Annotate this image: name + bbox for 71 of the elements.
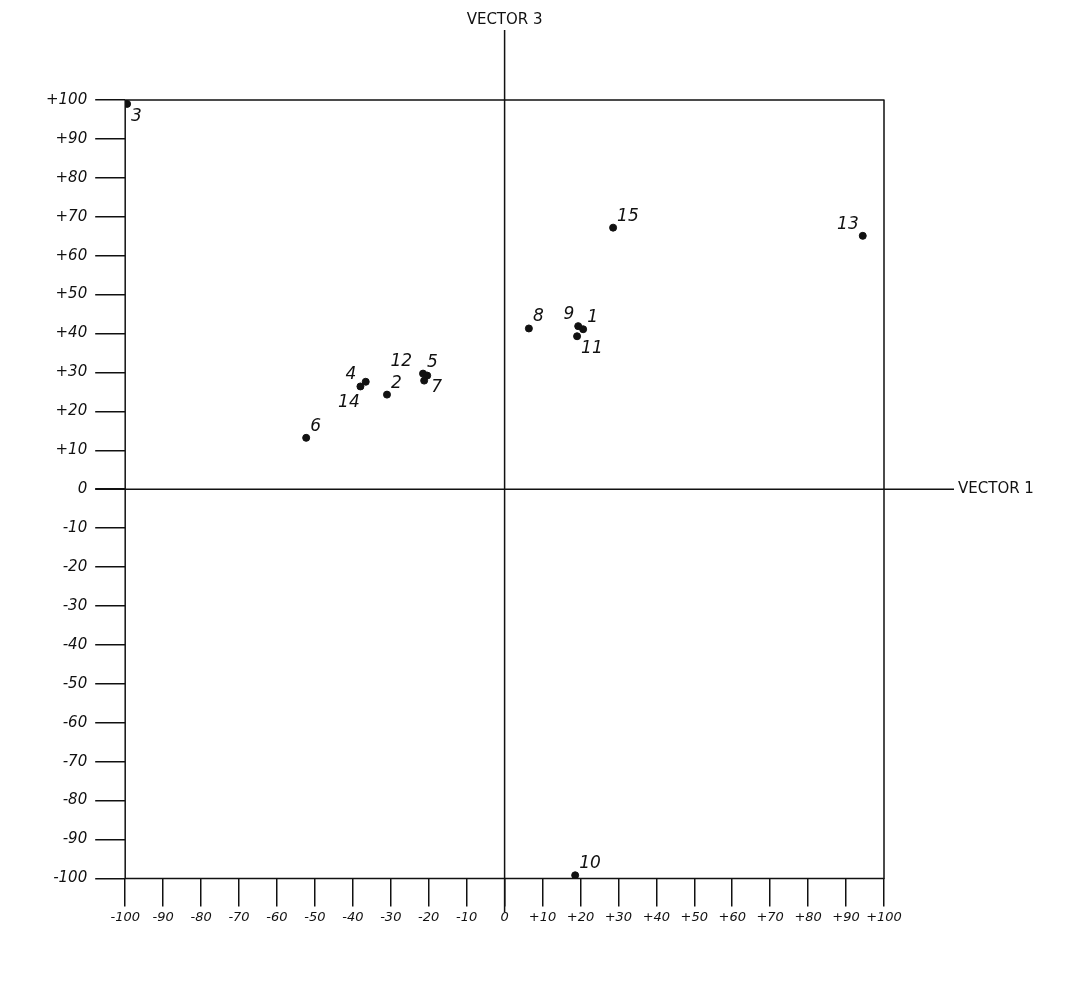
x-tick-label: +10 [528,908,557,924]
point [579,325,588,334]
point [573,332,582,341]
point [571,871,580,879]
x-tick-label: -70 [228,908,250,924]
x-tick-label: +20 [566,908,595,924]
x-tick-label: -60 [266,908,288,924]
y-tick-label: -30 [62,595,88,614]
point [382,390,391,399]
y-tick-label: +30 [55,362,88,381]
ref-line-label: VECTOR 3 [466,10,543,29]
y-tick-label: +10 [55,440,88,459]
y-tick-label: -90 [62,829,88,848]
y-tick-label: -60 [62,712,88,731]
point [361,377,370,386]
y-tick-label: -40 [62,634,88,653]
x-tick-label: +30 [604,908,633,924]
x-tick-label: -30 [380,908,402,924]
y-tick-label: +60 [55,245,88,264]
ref-line-label: VECTOR 1 [958,479,1034,498]
y-tick-label: 0 [77,479,88,498]
annotation: 7 [431,376,443,397]
x-tick-label: -50 [304,908,326,924]
point [420,376,429,385]
point [356,382,365,391]
y-tick-label: -100 [53,868,88,887]
annotation: 15 [617,204,639,225]
y-tick-label: +90 [55,128,88,147]
x-tick-label: -90 [152,908,174,924]
annotation: 5 [427,350,438,371]
point [858,231,867,240]
annotation: 10 [579,852,601,873]
y-tick-label: +70 [55,206,88,225]
x-tick-label: +80 [794,908,822,924]
y-tick-label: -50 [62,673,88,692]
annotation: 1 [587,306,598,327]
x-tick-label: +100 [866,908,902,924]
annotation: 2 [390,371,402,392]
x-tick-label: 0 [500,908,509,924]
y-tick-label: +100 [46,89,88,108]
y-tick-label: +40 [55,323,88,342]
x-tick-label: +70 [756,908,784,924]
annotation: 3 [131,104,142,125]
annotation: 12 [390,349,413,370]
annotation: 6 [310,414,322,435]
x-tick-label: -10 [456,908,478,924]
x-tick-label: +90 [832,908,860,924]
x-tick-label: -80 [190,908,212,924]
point [574,322,583,331]
x-tick-label: -20 [418,908,440,924]
y-tick-label: -10 [62,518,88,537]
point [524,324,533,333]
annotation: 9 [563,303,575,324]
x-tick-label: -40 [342,908,364,924]
annotation: 8 [532,305,544,326]
x-tick-label: +60 [718,908,746,924]
annotation: 11 [581,337,603,358]
y-tick-label: -70 [62,751,88,770]
x-tick-label: -100 [110,908,140,924]
x-tick-label: +40 [642,908,671,924]
annotation: 13 [837,212,859,233]
y-tick-label: +50 [55,284,88,303]
x-tick-label: +50 [680,908,709,924]
annotation: 14 [338,390,360,411]
point [609,223,618,232]
y-tick-label: +20 [55,401,88,420]
point [302,433,311,442]
y-tick-label: +80 [55,167,88,186]
y-tick-label: -20 [62,556,88,575]
y-tick-label: -80 [62,790,88,809]
annotation: 4 [345,363,357,384]
